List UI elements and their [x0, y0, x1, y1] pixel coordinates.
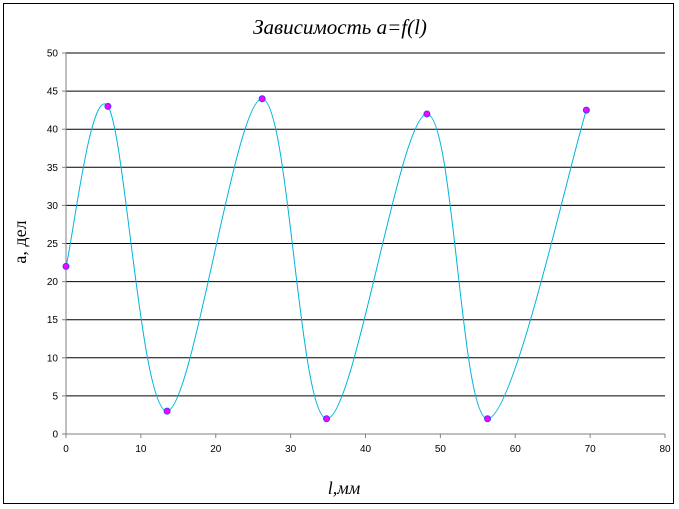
data-point: [62, 262, 70, 270]
chart-title: Зависимость a=f(l): [253, 15, 427, 39]
y-tick-label: 50: [47, 49, 59, 60]
x-axis-title: l,мм: [328, 478, 361, 498]
data-point: [163, 407, 171, 415]
x-tick-label: 60: [510, 444, 522, 455]
y-axis-title: а, дел: [10, 220, 30, 263]
x-tick-label: 10: [135, 444, 147, 455]
data-point: [484, 415, 492, 423]
grid-lines: [66, 52, 665, 397]
x-tick-label: 80: [659, 444, 671, 455]
y-tick-label: 0: [52, 430, 58, 441]
y-tick-label: 30: [47, 201, 59, 212]
tick-labels: 0 5 10 15 20 25 30 35 40 45 50 0 10 20 30 40 50 60 70 80: [47, 49, 671, 456]
x-tick-label: 20: [210, 444, 222, 455]
y-tick-label: 45: [47, 87, 59, 98]
x-tick-label: 70: [585, 444, 597, 455]
x-tick-label: 40: [360, 444, 372, 455]
y-tick-label: 35: [47, 163, 59, 174]
chart-frame: [3, 3, 674, 504]
y-tick-label: 20: [47, 277, 59, 288]
y-tick-label: 10: [47, 353, 59, 364]
y-tick-label: 25: [47, 239, 59, 250]
series-line: [65, 98, 587, 420]
data-point: [323, 415, 331, 423]
data-point: [104, 102, 112, 110]
y-tick-label: 5: [52, 391, 58, 402]
x-tick-label: 30: [285, 444, 297, 455]
y-tick-label: 40: [47, 125, 59, 136]
axes: [62, 52, 666, 438]
x-tick-label: 0: [63, 444, 69, 455]
y-tick-label: 15: [47, 315, 59, 326]
data-point: [258, 95, 266, 103]
data-point: [582, 106, 590, 114]
data-point: [423, 110, 431, 118]
data-series: [62, 95, 590, 423]
x-tick-label: 50: [435, 444, 447, 455]
